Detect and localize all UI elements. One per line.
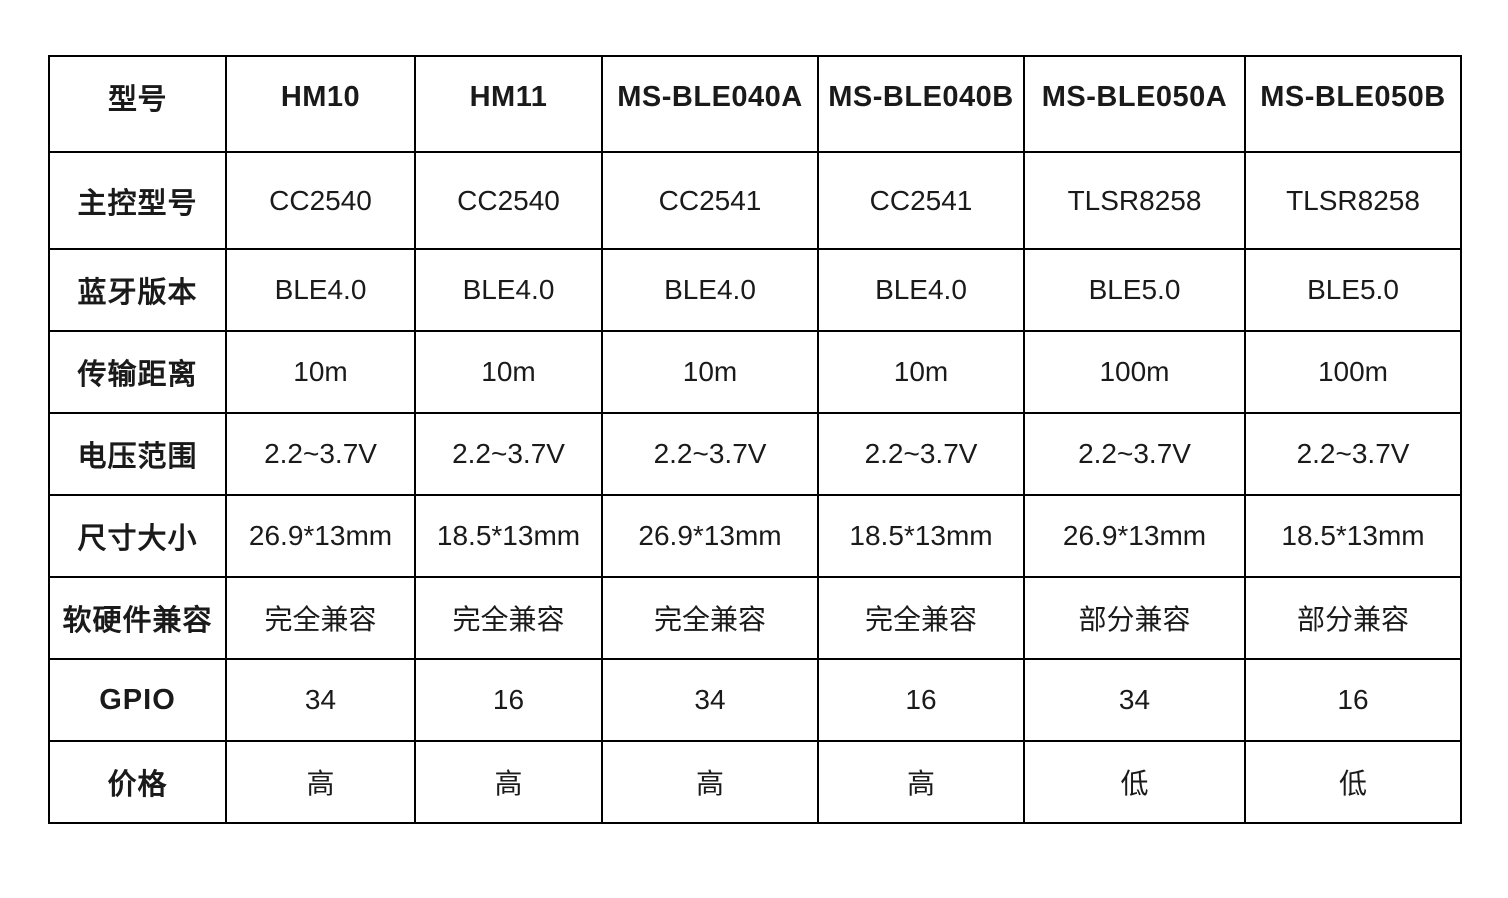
table-row-ble-version: 蓝牙版本 BLE4.0 BLE4.0 BLE4.0 BLE4.0 BLE5.0 … (48, 248, 1462, 332)
table-cell: 16 (414, 658, 603, 742)
row-label-price: 价格 (48, 740, 227, 824)
table-cell: 18.5*13mm (1244, 494, 1462, 578)
table-cell: 10m (601, 330, 819, 414)
table-cell: 18.5*13mm (414, 494, 603, 578)
table-cell: 高 (817, 740, 1025, 824)
table-cell: 34 (601, 658, 819, 742)
table-cell: TLSR8258 (1023, 151, 1246, 250)
table-cell: 26.9*13mm (601, 494, 819, 578)
table-row-compatibility: 软硬件兼容 完全兼容 完全兼容 完全兼容 完全兼容 部分兼容 部分兼容 (48, 576, 1462, 660)
column-header-ms-ble050a: MS-BLE050A (1023, 55, 1246, 153)
column-header-ms-ble050b: MS-BLE050B (1244, 55, 1462, 153)
table-cell: 完全兼容 (817, 576, 1025, 660)
bluetooth-module-comparison-table: 型号 HM10 HM11 MS-BLE040A MS-BLE040B MS-BL… (48, 55, 1462, 824)
table-cell: 高 (601, 740, 819, 824)
table-cell: 完全兼容 (601, 576, 819, 660)
table-cell: 2.2~3.7V (414, 412, 603, 496)
column-header-model-label: 型号 (48, 55, 227, 153)
table-cell: 16 (1244, 658, 1462, 742)
table-cell: 2.2~3.7V (601, 412, 819, 496)
table-cell: 部分兼容 (1023, 576, 1246, 660)
table-row-chip: 主控型号 CC2540 CC2540 CC2541 CC2541 TLSR825… (48, 151, 1462, 250)
table-cell: 2.2~3.7V (1244, 412, 1462, 496)
table-cell: 低 (1244, 740, 1462, 824)
table-cell: 16 (817, 658, 1025, 742)
table-cell: 26.9*13mm (1023, 494, 1246, 578)
table-cell: BLE5.0 (1244, 248, 1462, 332)
table-cell: 高 (414, 740, 603, 824)
table-cell: BLE5.0 (1023, 248, 1246, 332)
table-row-gpio: GPIO 34 16 34 16 34 16 (48, 658, 1462, 742)
table-cell: CC2541 (601, 151, 819, 250)
table-cell: 26.9*13mm (225, 494, 416, 578)
table-row-range: 传输距离 10m 10m 10m 10m 100m 100m (48, 330, 1462, 414)
column-header-ms-ble040a: MS-BLE040A (601, 55, 819, 153)
table-cell: TLSR8258 (1244, 151, 1462, 250)
table-cell: 10m (225, 330, 416, 414)
table-cell: BLE4.0 (414, 248, 603, 332)
table-cell: 18.5*13mm (817, 494, 1025, 578)
row-label-ble-version: 蓝牙版本 (48, 248, 227, 332)
table-cell: 10m (414, 330, 603, 414)
table-cell: BLE4.0 (225, 248, 416, 332)
table-cell: 2.2~3.7V (817, 412, 1025, 496)
row-label-range: 传输距离 (48, 330, 227, 414)
table-cell: BLE4.0 (817, 248, 1025, 332)
row-label-compatibility: 软硬件兼容 (48, 576, 227, 660)
table-cell: BLE4.0 (601, 248, 819, 332)
table-cell: 34 (225, 658, 416, 742)
row-label-size: 尺寸大小 (48, 494, 227, 578)
table-cell: 高 (225, 740, 416, 824)
row-label-chip: 主控型号 (48, 151, 227, 250)
column-header-hm10: HM10 (225, 55, 416, 153)
table-cell: CC2540 (414, 151, 603, 250)
table-cell: CC2540 (225, 151, 416, 250)
row-label-voltage: 电压范围 (48, 412, 227, 496)
table-cell: 100m (1244, 330, 1462, 414)
table-cell: 34 (1023, 658, 1246, 742)
table-cell: 10m (817, 330, 1025, 414)
table-cell: 部分兼容 (1244, 576, 1462, 660)
table-cell: CC2541 (817, 151, 1025, 250)
table-cell: 完全兼容 (225, 576, 416, 660)
table-cell: 完全兼容 (414, 576, 603, 660)
row-label-gpio: GPIO (48, 658, 227, 742)
table-cell: 2.2~3.7V (225, 412, 416, 496)
table-header-row: 型号 HM10 HM11 MS-BLE040A MS-BLE040B MS-BL… (48, 55, 1462, 153)
table-cell: 100m (1023, 330, 1246, 414)
table-row-price: 价格 高 高 高 高 低 低 (48, 740, 1462, 824)
column-header-ms-ble040b: MS-BLE040B (817, 55, 1025, 153)
table-row-size: 尺寸大小 26.9*13mm 18.5*13mm 26.9*13mm 18.5*… (48, 494, 1462, 578)
table-row-voltage: 电压范围 2.2~3.7V 2.2~3.7V 2.2~3.7V 2.2~3.7V… (48, 412, 1462, 496)
table-cell: 2.2~3.7V (1023, 412, 1246, 496)
column-header-hm11: HM11 (414, 55, 603, 153)
table-cell: 低 (1023, 740, 1246, 824)
